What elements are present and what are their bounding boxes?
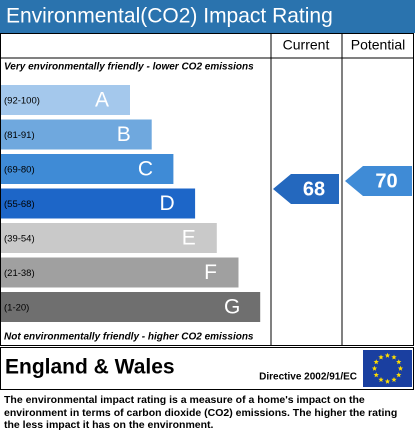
band-range: (55-68): [4, 199, 35, 210]
eu-star: [396, 359, 402, 365]
top-note: Very environmentally friendly - lower CO…: [4, 62, 254, 73]
chart: Environmental(CO2) Impact Rating Current…: [0, 0, 415, 390]
eu-star: [378, 354, 384, 360]
eu-star: [384, 378, 391, 384]
band-letter: C: [138, 158, 153, 181]
description: The environmental impact rating is a mea…: [4, 394, 398, 431]
band: [1, 119, 152, 150]
rating-value: 70: [375, 170, 397, 192]
eu-star: [371, 365, 378, 371]
band-range: (1-20): [4, 303, 29, 314]
eu-star: [396, 372, 402, 378]
rating-arrow: [345, 166, 412, 196]
band-range: (81-91): [4, 130, 35, 141]
band-range: (92-100): [4, 96, 40, 107]
eu-star: [391, 376, 397, 383]
eu-star: [384, 352, 391, 358]
band: [1, 188, 196, 219]
band-letter: G: [224, 296, 240, 319]
band: [1, 223, 217, 253]
footer-box: [0, 347, 414, 390]
band-letter: E: [182, 227, 196, 250]
eu-star: [397, 365, 404, 371]
band-letter: D: [160, 192, 175, 215]
band: [1, 154, 174, 184]
band-range: (69-80): [4, 165, 35, 176]
band: [1, 292, 261, 322]
band-letter: B: [117, 123, 131, 146]
rating-value: 68: [303, 178, 325, 200]
directive: Directive 2002/91/EC: [259, 372, 357, 383]
band: [1, 85, 130, 115]
eu-star: [373, 372, 379, 378]
frame: [0, 33, 414, 346]
region: England & Wales: [5, 356, 175, 379]
band-letter: F: [204, 261, 217, 284]
eu-star: [391, 354, 397, 360]
band-range: (39-54): [4, 234, 35, 245]
column-header: Current: [283, 37, 330, 53]
column-header: Potential: [351, 37, 405, 53]
eu-star: [373, 359, 379, 365]
band-letter: A: [95, 89, 109, 112]
band-range: (21-38): [4, 268, 35, 279]
chart-title: Environmental(CO2) Impact Rating: [6, 5, 333, 28]
band: [1, 257, 239, 288]
title-bar: [0, 0, 415, 33]
bottom-note: Not environmentally friendly - higher CO…: [4, 332, 254, 343]
rating-arrow: [273, 174, 339, 204]
eu-star: [378, 376, 384, 383]
